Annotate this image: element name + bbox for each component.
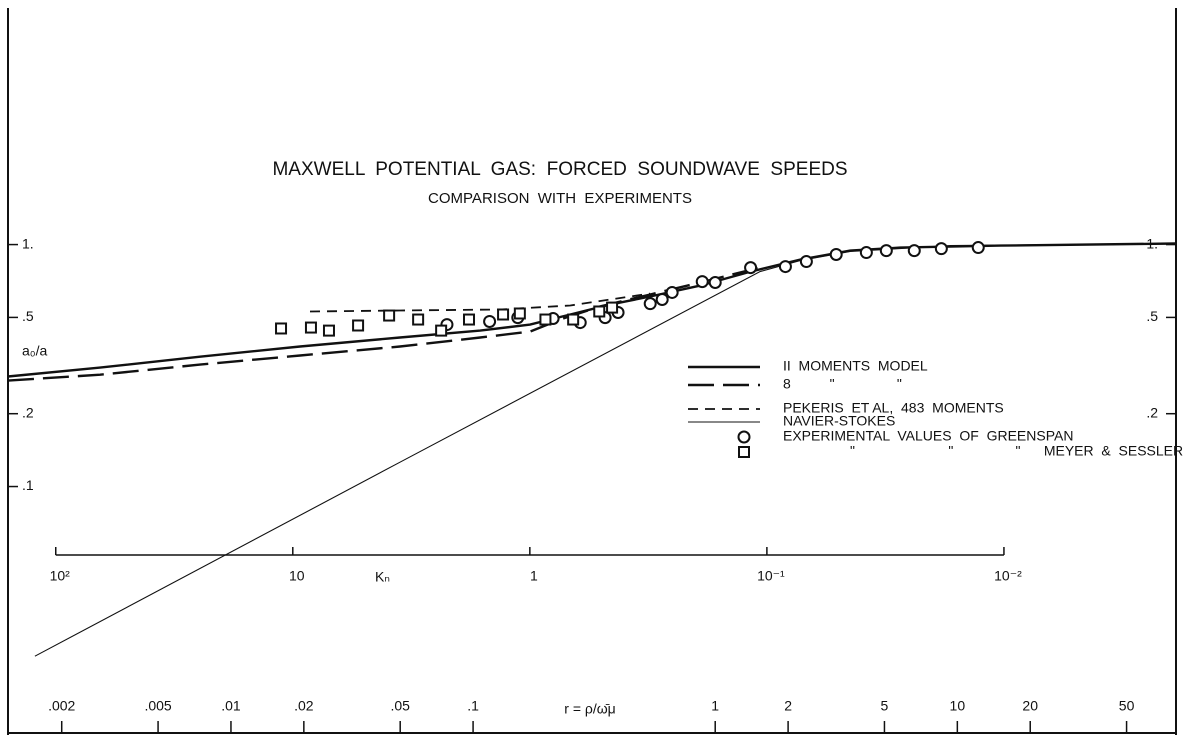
data-point <box>859 246 873 260</box>
y-tick-label: .1 <box>22 477 34 493</box>
x2-tick-label: 1 <box>530 568 538 584</box>
data-point <box>304 321 317 334</box>
data-point <box>435 324 448 337</box>
data-point <box>483 314 497 328</box>
data-point <box>539 313 552 326</box>
x2-tick-label: 10 <box>289 568 305 584</box>
data-point <box>829 247 843 261</box>
x-tick-label: 10 <box>950 698 966 714</box>
y-tick-label: .5 <box>1146 308 1158 324</box>
x-tick-label: .05 <box>390 698 410 714</box>
chart-subtitle: COMPARISON WITH EXPERIMENTS <box>428 190 692 207</box>
legend-label: PEKERIS ET AL, 483 MOMENTS <box>783 400 1004 416</box>
data-point <box>352 319 365 332</box>
y-axis-label: a₀/a <box>22 343 47 359</box>
y-tick-label: .2 <box>22 404 34 420</box>
x2-axis-label: Kₙ <box>375 569 390 585</box>
x-tick-label: .01 <box>221 698 241 714</box>
data-point <box>513 307 526 320</box>
data-point <box>655 292 669 306</box>
data-point <box>593 305 606 318</box>
y-tick-label: .2 <box>1146 404 1158 420</box>
data-point <box>934 242 948 256</box>
x-tick-label: .005 <box>144 698 171 714</box>
data-point <box>322 324 335 337</box>
data-point <box>412 313 425 326</box>
data-point <box>383 309 396 322</box>
x-tick-label: .1 <box>467 698 479 714</box>
x-tick-label: 50 <box>1119 698 1135 714</box>
data-point <box>778 260 792 274</box>
data-point <box>907 244 921 258</box>
chart-title: MAXWELL POTENTIAL GAS: FORCED SOUNDWAVE … <box>272 159 847 180</box>
data-point <box>744 261 758 275</box>
data-point <box>879 244 893 258</box>
data-point <box>567 313 580 326</box>
legend-label: II MOMENTS MODEL <box>783 358 928 374</box>
data-point <box>606 301 619 314</box>
legend-marker <box>737 430 751 444</box>
x-axis-label: r = ρ/ω̄μ <box>564 701 615 717</box>
data-point <box>643 297 657 311</box>
data-point <box>971 241 985 255</box>
legend-label: 8 " " <box>783 376 902 392</box>
y-tick-label: 1. <box>22 235 34 251</box>
x-tick-label: 2 <box>784 698 792 714</box>
data-point <box>463 313 476 326</box>
x-tick-label: 1 <box>711 698 719 714</box>
data-point <box>275 322 288 335</box>
x2-tick-label: 10⁻² <box>994 568 1022 584</box>
x-tick-label: .02 <box>294 698 314 714</box>
data-point <box>695 275 709 289</box>
data-point <box>665 285 679 299</box>
data-point <box>497 308 510 321</box>
x-tick-label: .002 <box>48 698 75 714</box>
x-tick-label: 5 <box>881 698 889 714</box>
y-tick-label: .5 <box>22 308 34 324</box>
data-point <box>708 276 722 290</box>
x-tick-label: 20 <box>1022 698 1038 714</box>
legend-label: NAVIER-STOKES <box>783 413 895 429</box>
legend-marker <box>738 446 750 458</box>
series-line <box>7 266 761 382</box>
x2-tick-label: 10² <box>50 568 71 584</box>
legend-label: " " " MEYER & SESSLER <box>850 443 1183 459</box>
legend-label: EXPERIMENTAL VALUES OF GREENSPAN <box>783 428 1073 444</box>
x2-tick-label: 10⁻¹ <box>757 568 785 584</box>
data-point <box>799 255 813 269</box>
